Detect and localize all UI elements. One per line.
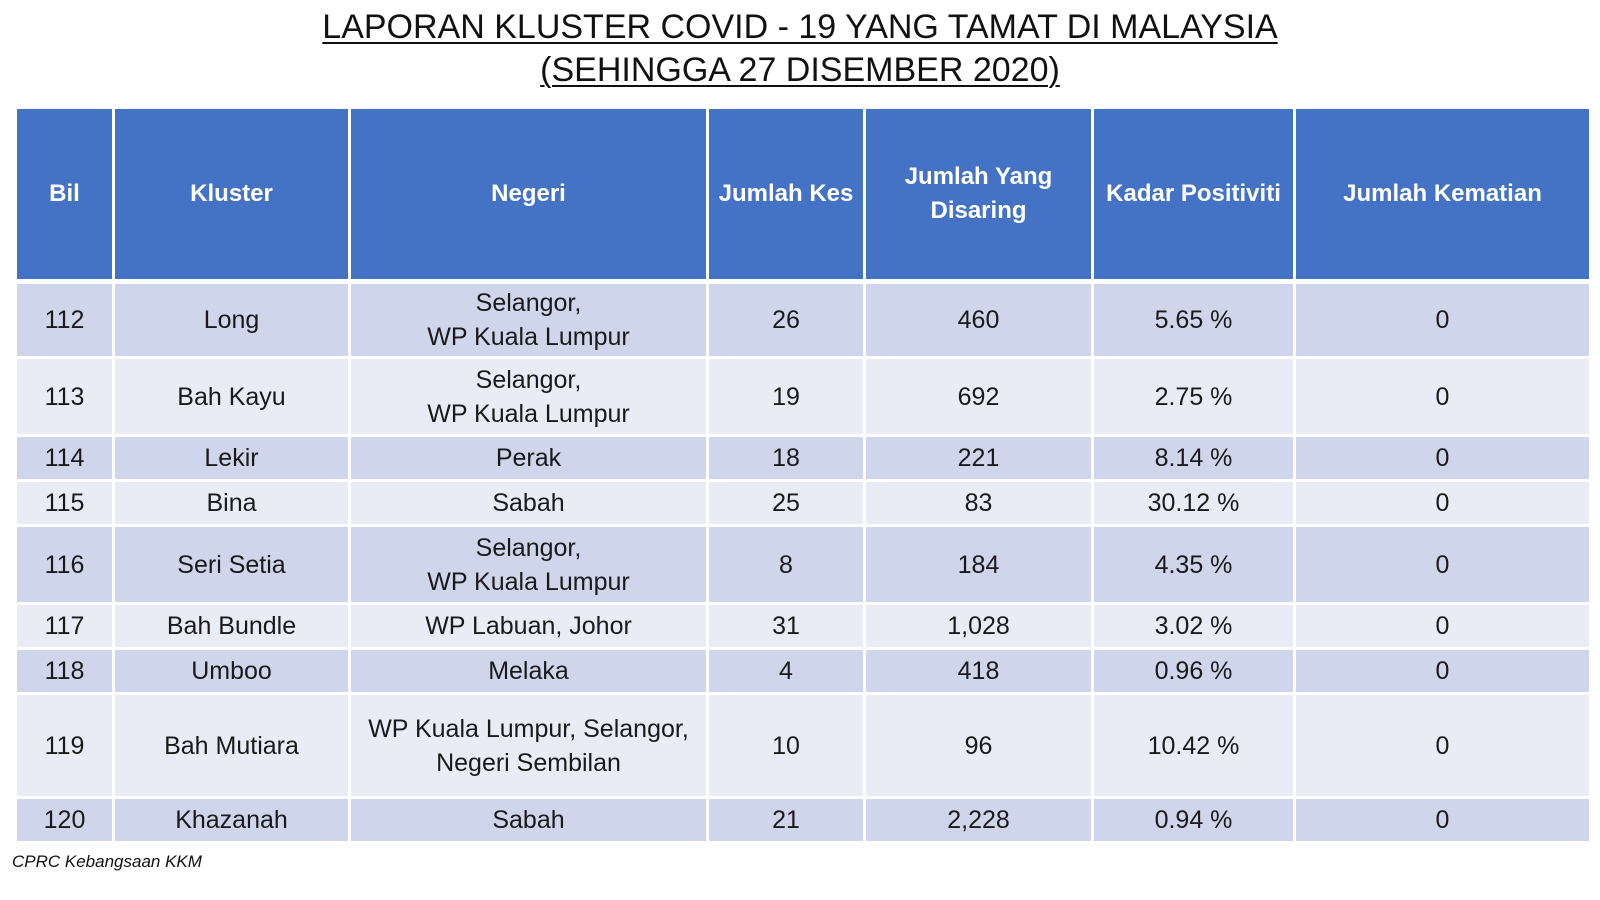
- cell-jumlah-kes: 21: [706, 796, 866, 844]
- cell-kadar-positiviti: 0.94 %: [1091, 796, 1296, 844]
- cell-jumlah-kematian: 0: [1293, 647, 1592, 695]
- header-jumlah-kematian: Jumlah Kematian: [1293, 106, 1592, 283]
- cell-bil: 116: [14, 524, 115, 605]
- cell-jumlah-disaring: 221: [863, 434, 1094, 482]
- cell-jumlah-kes: 10: [706, 692, 866, 799]
- negeri-line: WP Kuala Lumpur: [427, 567, 630, 596]
- cell-bil: 112: [14, 279, 115, 359]
- cell-bil: 120: [14, 796, 115, 844]
- cell-bil: 114: [14, 434, 115, 482]
- negeri-line: WP Kuala Lumpur, Selangor,: [368, 714, 689, 743]
- cell-negeri: Selangor, WP Kuala Lumpur: [348, 279, 709, 359]
- cell-jumlah-disaring: 184: [863, 524, 1094, 605]
- cell-jumlah-kematian: 0: [1293, 279, 1592, 359]
- header-negeri: Negeri: [348, 106, 709, 283]
- cell-kadar-positiviti: 2.75 %: [1091, 356, 1296, 437]
- cell-jumlah-disaring: 83: [863, 479, 1094, 527]
- cell-kadar-positiviti: 4.35 %: [1091, 524, 1296, 605]
- cell-jumlah-kematian: 0: [1293, 796, 1592, 844]
- cell-kadar-positiviti: 5.65 %: [1091, 279, 1296, 359]
- cell-negeri: Perak: [348, 434, 709, 482]
- cell-negeri: Sabah: [348, 479, 709, 527]
- table-row: 112 Long Selangor, WP Kuala Lumpur 26 460…: [14, 279, 1592, 359]
- cell-jumlah-kes: 8: [706, 524, 866, 605]
- cell-kadar-positiviti: 10.42 %: [1091, 692, 1296, 799]
- cell-bil: 117: [14, 602, 115, 650]
- cell-negeri: Selangor, WP Kuala Lumpur: [348, 356, 709, 437]
- cell-kluster: Lekir: [112, 434, 351, 482]
- cell-kluster: Bah Kayu: [112, 356, 351, 437]
- cell-bil: 118: [14, 647, 115, 695]
- cell-jumlah-kematian: 0: [1293, 434, 1592, 482]
- cell-kluster: Khazanah: [112, 796, 351, 844]
- header-kadar-positiviti: Kadar Positiviti: [1091, 106, 1296, 283]
- cell-negeri: Selangor, WP Kuala Lumpur: [348, 524, 709, 605]
- cell-bil: 119: [14, 692, 115, 799]
- header-jumlah-disaring: Jumlah Yang Disaring: [863, 106, 1094, 283]
- title-line-2: (SEHINGGA 27 DISEMBER 2020): [540, 51, 1060, 89]
- cell-negeri: WP Labuan, Johor: [348, 602, 709, 650]
- title-line-1: LAPORAN KLUSTER COVID - 19 YANG TAMAT DI…: [322, 8, 1278, 46]
- cluster-table: Bil Kluster Negeri Jumlah Kes Jumlah Yan…: [14, 106, 1592, 844]
- cell-jumlah-disaring: 1,028: [863, 602, 1094, 650]
- cell-jumlah-disaring: 460: [863, 279, 1094, 359]
- cell-jumlah-disaring: 692: [863, 356, 1094, 437]
- cell-kluster: Bah Mutiara: [112, 692, 351, 799]
- cell-jumlah-disaring: 418: [863, 647, 1094, 695]
- header-kluster: Kluster: [112, 106, 351, 283]
- table-row: 116 Seri Setia Selangor, WP Kuala Lumpur …: [14, 524, 1592, 605]
- cell-kadar-positiviti: 30.12 %: [1091, 479, 1296, 527]
- cell-jumlah-kematian: 0: [1293, 356, 1592, 437]
- cell-negeri: Melaka: [348, 647, 709, 695]
- cell-kluster: Long: [112, 279, 351, 359]
- negeri-line: WP Kuala Lumpur: [427, 323, 630, 351]
- cell-jumlah-kes: 19: [706, 356, 866, 437]
- cell-jumlah-kematian: 0: [1293, 692, 1592, 799]
- table-row: 120 Khazanah Sabah 21 2,228 0.94 % 0: [14, 796, 1592, 844]
- table-row: 118 Umboo Melaka 4 418 0.96 % 0: [14, 647, 1592, 695]
- cell-jumlah-kes: 26: [706, 279, 866, 359]
- cell-jumlah-kes: 25: [706, 479, 866, 527]
- table-row: 114 Lekir Perak 18 221 8.14 % 0: [14, 434, 1592, 482]
- cell-kadar-positiviti: 3.02 %: [1091, 602, 1296, 650]
- table-row: 119 Bah Mutiara WP Kuala Lumpur, Selango…: [14, 692, 1592, 799]
- cell-kluster: Bina: [112, 479, 351, 527]
- cell-negeri: Sabah: [348, 796, 709, 844]
- cell-kluster: Umboo: [112, 647, 351, 695]
- cell-jumlah-kematian: 0: [1293, 479, 1592, 527]
- cell-kluster: Seri Setia: [112, 524, 351, 605]
- header-jumlah-kes: Jumlah Kes: [706, 106, 866, 283]
- cell-bil: 113: [14, 356, 115, 437]
- table-header-row: Bil Kluster Negeri Jumlah Kes Jumlah Yan…: [14, 106, 1592, 283]
- header-bil: Bil: [14, 106, 115, 283]
- negeri-line: Selangor,: [475, 533, 582, 562]
- negeri-line: WP Kuala Lumpur: [427, 399, 630, 428]
- table-row: 115 Bina Sabah 25 83 30.12 % 0: [14, 479, 1592, 527]
- cell-negeri: WP Kuala Lumpur, Selangor, Negeri Sembila…: [348, 692, 709, 799]
- cell-jumlah-disaring: 96: [863, 692, 1094, 799]
- cell-bil: 115: [14, 479, 115, 527]
- cell-jumlah-kes: 31: [706, 602, 866, 650]
- table-row: 113 Bah Kayu Selangor, WP Kuala Lumpur 19…: [14, 356, 1592, 437]
- negeri-line: Selangor,: [475, 289, 582, 317]
- cell-kadar-positiviti: 8.14 %: [1091, 434, 1296, 482]
- cell-jumlah-disaring: 2,228: [863, 796, 1094, 844]
- cell-jumlah-kes: 18: [706, 434, 866, 482]
- negeri-line: Negeri Sembilan: [436, 748, 621, 777]
- negeri-line: Selangor,: [475, 365, 582, 394]
- cell-jumlah-kematian: 0: [1293, 602, 1592, 650]
- cell-jumlah-kematian: 0: [1293, 524, 1592, 605]
- cell-jumlah-kes: 4: [706, 647, 866, 695]
- source-footnote: CPRC Kebangsaan KKM: [12, 852, 202, 871]
- cell-kadar-positiviti: 0.96 %: [1091, 647, 1296, 695]
- table-row: 117 Bah Bundle WP Labuan, Johor 31 1,028…: [14, 602, 1592, 650]
- report-title: LAPORAN KLUSTER COVID - 19 YANG TAMAT DI…: [0, 6, 1600, 92]
- cell-kluster: Bah Bundle: [112, 602, 351, 650]
